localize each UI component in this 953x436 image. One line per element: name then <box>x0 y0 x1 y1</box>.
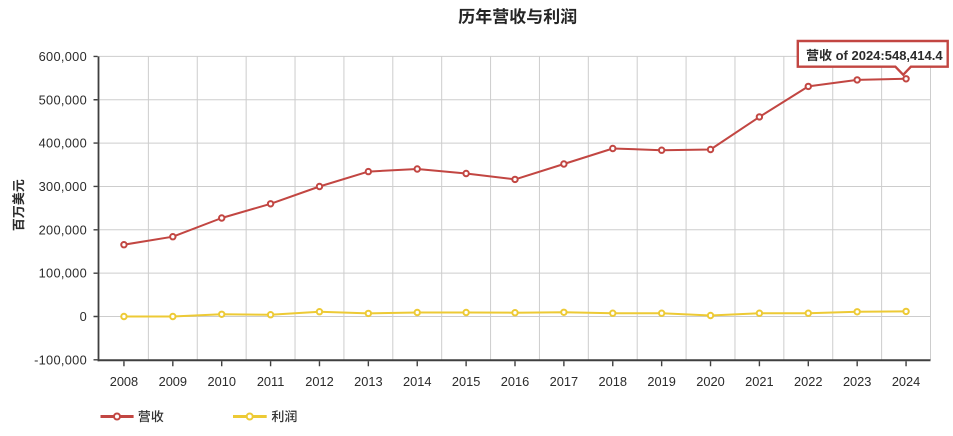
svg-text:2024: 2024 <box>892 374 920 389</box>
svg-text:2022: 2022 <box>794 374 822 389</box>
svg-text:100,000: 100,000 <box>39 266 87 281</box>
svg-text:400,000: 400,000 <box>39 136 87 151</box>
svg-text:-100,000: -100,000 <box>34 352 87 367</box>
svg-text:2008: 2008 <box>110 374 138 389</box>
svg-text:300,000: 300,000 <box>39 179 87 194</box>
svg-text:200,000: 200,000 <box>39 222 87 237</box>
svg-text:2016: 2016 <box>501 374 529 389</box>
svg-text:2014: 2014 <box>403 374 431 389</box>
svg-text:of 2024:548,414.4: of 2024:548,414.4 <box>832 48 943 63</box>
svg-text:2013: 2013 <box>354 374 382 389</box>
svg-text:2015: 2015 <box>452 374 480 389</box>
svg-text:2018: 2018 <box>599 374 627 389</box>
svg-text:2012: 2012 <box>305 374 333 389</box>
svg-text:2019: 2019 <box>647 374 675 389</box>
svg-text:600,000: 600,000 <box>39 49 87 64</box>
svg-text:2011: 2011 <box>257 374 285 389</box>
svg-text:2017: 2017 <box>550 374 578 389</box>
svg-text:2020: 2020 <box>696 374 724 389</box>
svg-text:2009: 2009 <box>159 374 187 389</box>
svg-text:2021: 2021 <box>745 374 773 389</box>
svg-text:2023: 2023 <box>843 374 871 389</box>
svg-text:0: 0 <box>80 309 87 324</box>
svg-text:500,000: 500,000 <box>39 92 87 107</box>
svg-text:2010: 2010 <box>207 374 235 389</box>
